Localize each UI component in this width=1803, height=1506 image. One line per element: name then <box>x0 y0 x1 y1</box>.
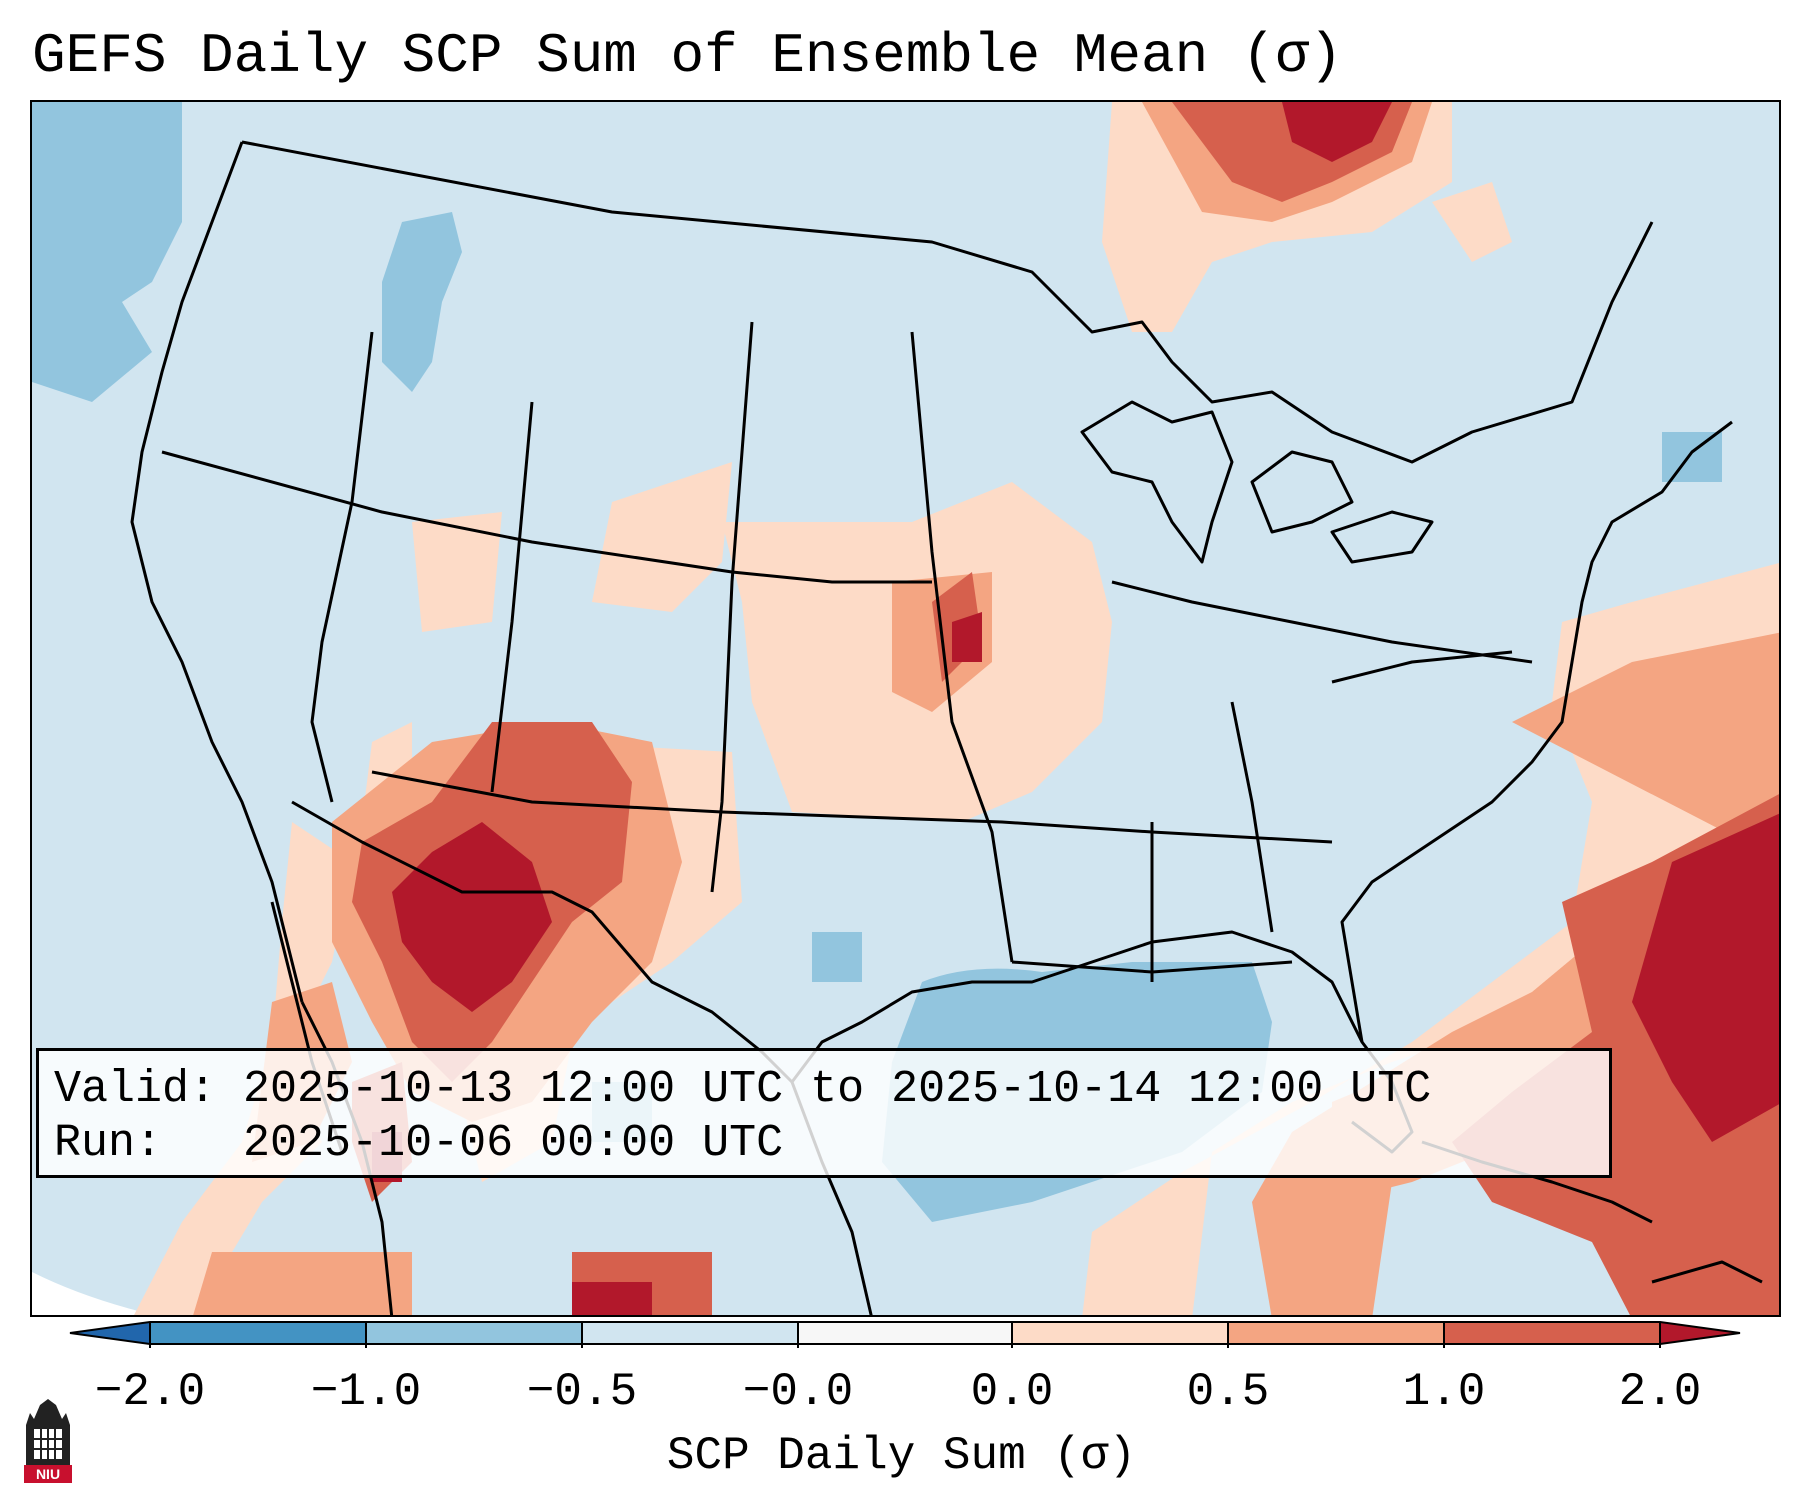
colorbar-extend-low <box>70 1322 150 1344</box>
colorbar-bin <box>1012 1322 1228 1344</box>
colorbar-label: SCP Daily Sum (σ) <box>666 1430 1137 1482</box>
projection-edge-left <box>32 1272 155 1315</box>
colorbar-tick-label: −0.0 <box>742 1366 854 1418</box>
colorbar-bin <box>1228 1322 1444 1344</box>
valid-run-info-box: Valid: 2025-10-13 12:00 UTC to 2025-10-1… <box>36 1048 1612 1178</box>
boundary-lines <box>130 140 1763 1315</box>
run-label: Run: <box>54 1118 163 1169</box>
colorbar-tick-label: 1.0 <box>1402 1366 1486 1418</box>
valid-label: Valid: <box>54 1064 217 1115</box>
chart-title: GEFS Daily SCP Sum of Ensemble Mean (σ) <box>32 24 1343 88</box>
colorbar-bin <box>150 1322 366 1344</box>
extreme-positive-anomaly-areas <box>372 102 1779 1315</box>
colorbar-tick-label: 0.0 <box>970 1366 1054 1418</box>
colorbar-outline <box>69 1321 1741 1345</box>
valid-time-range: 2025-10-13 12:00 UTC to 2025-10-14 12:00… <box>243 1064 1432 1115</box>
colorbar-bin <box>798 1322 1012 1344</box>
colorbar-bins <box>70 1322 1740 1344</box>
colorbar-tick-label: 0.5 <box>1186 1366 1270 1418</box>
colorbar-bin <box>1444 1322 1660 1344</box>
colorbar-extend-high <box>1660 1322 1740 1344</box>
colorbar-bin <box>366 1322 582 1344</box>
colorbar-tick-label: −1.0 <box>310 1366 422 1418</box>
niu-logo: NIU <box>24 1399 72 1483</box>
logo-text: NIU <box>36 1466 60 1482</box>
colorbar <box>69 1321 1741 1348</box>
colorbar-tick-label: −2.0 <box>94 1366 206 1418</box>
colorbar-tick-label: −0.5 <box>526 1366 638 1418</box>
run-time: 2025-10-06 00:00 UTC <box>243 1118 784 1169</box>
colorbar-tick-label: 2.0 <box>1618 1366 1702 1418</box>
colorbar-bin <box>582 1322 798 1344</box>
